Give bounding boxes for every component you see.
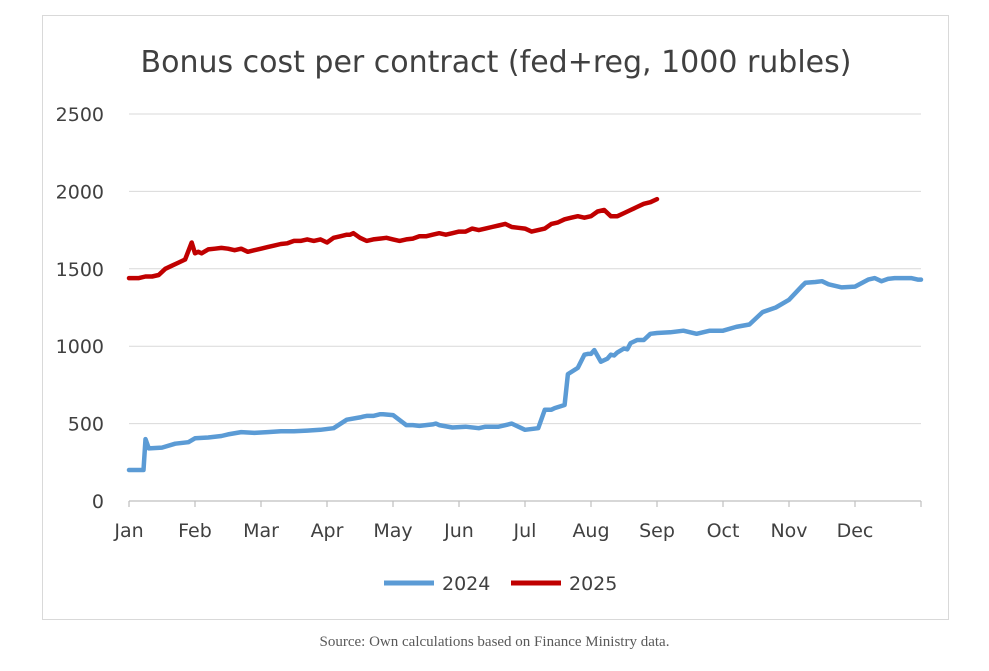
x-tick-label: Apr [311,520,344,542]
legend-label-2024: 2024 [442,573,490,595]
gridlines [129,113,921,425]
x-tick-label: Jan [113,520,143,542]
y-tick-label: 0 [92,491,104,513]
series-lines [126,196,924,473]
source-note: Source: Own calculations based on Financ… [319,634,670,650]
x-axis: Jan Feb Mar Apr May Jun Jul Aug Sep Oct Nov Dec [113,500,922,542]
x-tick-label: Nov [770,520,807,542]
x-tick-label: Mar [243,520,279,542]
x-tick-label: Feb [178,520,212,542]
x-tick-label: Dec [837,520,874,542]
x-tick-label: Sep [639,520,675,542]
y-tick-label: 2500 [56,104,104,126]
x-tick-label: Jul [513,520,537,542]
x-tick-label: Oct [707,520,740,542]
x-tick-label: May [373,520,412,542]
y-tick-label: 2000 [56,181,104,203]
y-tick-label: 500 [68,414,104,436]
y-axis-ticks: 0 500 1000 1500 2000 2500 [56,104,104,513]
series-line-2025 [126,196,660,281]
chart-frame [42,15,949,620]
legend: 2024 2025 [384,573,617,595]
y-tick-label: 1000 [56,336,104,358]
x-tick-label: Aug [572,520,609,542]
legend-label-2025: 2025 [569,573,617,595]
y-tick-label: 1500 [56,259,104,281]
x-tick-label: Jun [443,520,474,542]
series-line-2024 [126,275,924,473]
chart-title: Bonus cost per contract (fed+reg, 1000 r… [141,45,852,80]
